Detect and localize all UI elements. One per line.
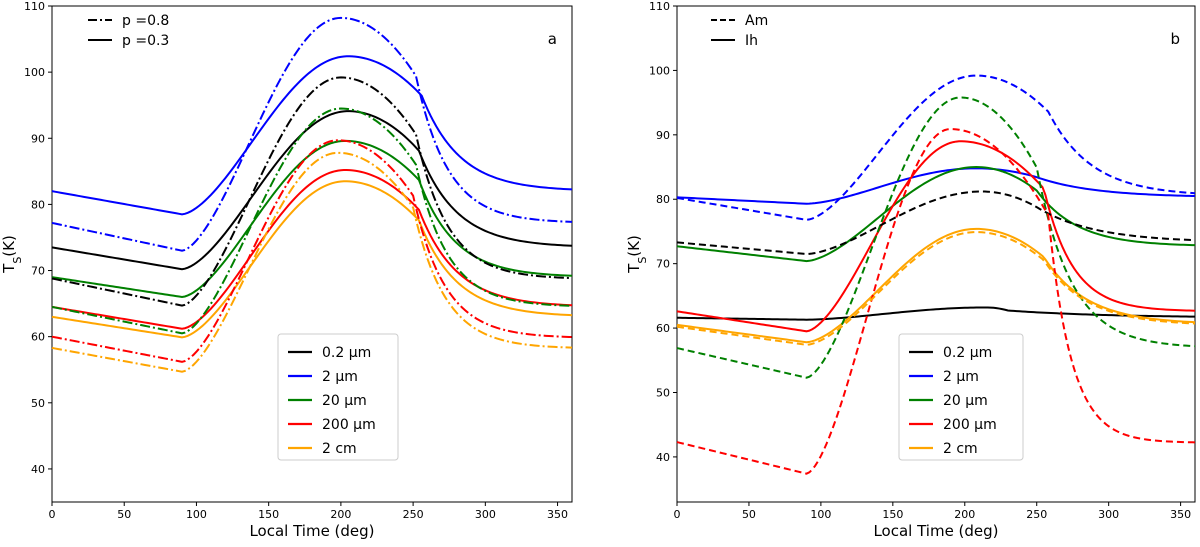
y-tick-label-b: 50	[656, 386, 670, 399]
panel-b: 0 50 100 150 200 250 300 350 40 50 60 70 80 90 100 110…	[625, 0, 1196, 540]
series-line-b-6	[676, 74, 1196, 221]
series-line-a-5	[51, 76, 573, 307]
y-tick-label-a: 70	[31, 265, 45, 278]
x-tick-label-a: 350	[547, 508, 568, 521]
x-tick-label-a: 100	[186, 508, 207, 521]
y-tick-label-b: 40	[656, 451, 670, 464]
panel-label-a: a	[548, 30, 557, 48]
y-axis-label-a: TS(K)	[0, 235, 24, 274]
x-tick-label-b: 150	[882, 508, 903, 521]
x-tick-label-a: 250	[403, 508, 424, 521]
series-line-b-7	[676, 96, 1196, 379]
series-line-a-0	[51, 110, 573, 271]
series-line-b-8	[676, 128, 1196, 475]
y-tick-label-a: 110	[24, 0, 45, 13]
size-legend-a-item-0: 0.2 μm	[322, 345, 371, 361]
panel-a: 0 50 100 150 200 250 300 350 40 50 60 70 80 90 100 110…	[0, 0, 573, 540]
size-legend-a-item-1: 2 μm	[322, 369, 358, 385]
series-line-b-0	[676, 306, 1196, 321]
y-tick-label-b: 70	[656, 258, 670, 271]
size-legend-b-box	[898, 333, 1024, 461]
size-legend-a-box	[277, 333, 399, 461]
x-tick-label-a: 200	[330, 508, 351, 521]
y-tick-label-b: 80	[656, 193, 670, 206]
x-tick-label-b: 250	[1026, 508, 1047, 521]
y-axis-label-b: TS(K)	[625, 235, 649, 274]
style-legend-b: Am Ih	[711, 13, 768, 49]
x-tick-label-b: 50	[742, 508, 756, 521]
series-layer-a	[51, 16, 573, 373]
x-tick-label-b: 0	[674, 508, 681, 521]
series-line-b-1	[676, 167, 1196, 205]
style-legend-b-item-1: Ih	[745, 33, 758, 49]
y-tick-label-b: 90	[656, 129, 670, 142]
series-line-b-4	[676, 227, 1196, 344]
y-tick-label-a: 90	[31, 132, 45, 145]
size-legend-a: 0.2 μm 2 μm 20 μm 200 μm 2 cm	[277, 333, 399, 461]
series-line-a-1	[51, 55, 573, 216]
x-axis-label-b: Local Time (deg)	[873, 522, 998, 540]
x-tick-label-b: 350	[1170, 508, 1191, 521]
y-tick-label-a: 100	[24, 66, 45, 79]
x-tick-label-a: 300	[475, 508, 496, 521]
x-axis-label-a: Local Time (deg)	[249, 522, 374, 540]
x-tick-label-b: 200	[954, 508, 975, 521]
x-tick-label-a: 50	[117, 508, 131, 521]
panel-label-b: b	[1170, 30, 1180, 48]
style-legend-b-item-0: Am	[745, 13, 768, 29]
y-tick-label-a: 40	[31, 463, 45, 476]
size-legend-b-item-1: 2 μm	[943, 369, 979, 385]
series-line-b-5	[676, 190, 1196, 256]
style-legend-a-item-1: p =0.3	[122, 33, 169, 49]
x-axis-ticks-b: 0 50 100 150 200 250 300 350	[674, 502, 1191, 521]
x-tick-label-a: 0	[49, 508, 56, 521]
series-line-b-9	[676, 231, 1196, 346]
size-legend-a-item-4: 2 cm	[322, 441, 357, 457]
y-tick-label-b: 110	[649, 0, 670, 13]
y-axis-ticks-b: 40 50 60 70 80 90 100 110	[649, 0, 677, 464]
y-tick-label-b: 100	[649, 64, 670, 77]
series-line-b-2	[676, 166, 1196, 263]
size-legend-b-item-0: 0.2 μm	[943, 345, 992, 361]
y-tick-label-a: 60	[31, 331, 45, 344]
y-tick-label-a: 80	[31, 198, 45, 211]
x-tick-label-b: 300	[1098, 508, 1119, 521]
size-legend-b-item-2: 20 μm	[943, 393, 988, 409]
x-axis-ticks-a: 0 50 100 150 200 250 300 350	[49, 502, 568, 521]
x-tick-label-b: 100	[810, 508, 831, 521]
y-axis-ticks-a: 40 50 60 70 80 90 100 110	[24, 0, 52, 476]
size-legend-b: 0.2 μm 2 μm 20 μm 200 μm 2 cm	[898, 333, 1024, 461]
series-layer-b	[676, 74, 1196, 475]
style-legend-a: p =0.8 p =0.3	[88, 13, 169, 49]
series-line-a-6	[51, 16, 573, 252]
series-line-a-8	[51, 139, 573, 363]
y-tick-label-b: 60	[656, 322, 670, 335]
y-tick-label-a: 50	[31, 397, 45, 410]
series-line-a-9	[51, 151, 573, 373]
size-legend-b-item-4: 2 cm	[943, 441, 978, 457]
size-legend-a-item-2: 20 μm	[322, 393, 367, 409]
size-legend-b-item-3: 200 μm	[943, 417, 997, 433]
size-legend-a-item-3: 200 μm	[322, 417, 376, 433]
x-tick-label-a: 150	[258, 508, 279, 521]
series-line-b-3	[676, 140, 1196, 333]
series-line-a-7	[51, 107, 573, 335]
series-line-a-4	[51, 180, 573, 339]
style-legend-a-item-0: p =0.8	[122, 13, 169, 29]
